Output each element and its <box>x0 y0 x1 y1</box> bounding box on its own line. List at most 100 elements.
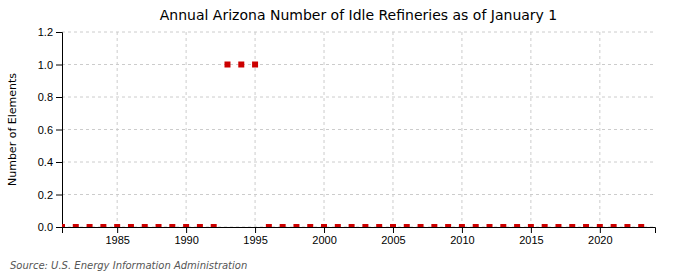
point <box>500 224 506 227</box>
point <box>224 62 230 68</box>
point <box>418 224 424 227</box>
tick-label: 2005 <box>381 234 405 246</box>
point <box>528 224 534 227</box>
point <box>169 224 175 227</box>
point <box>321 224 327 227</box>
point <box>211 224 217 227</box>
grid-line <box>255 32 256 227</box>
tick-label: 1985 <box>105 234 129 246</box>
grid-line <box>117 32 118 227</box>
point <box>611 224 617 227</box>
tick-label: 0.6 <box>38 124 53 136</box>
tick: 0.4 <box>38 156 62 168</box>
grid <box>62 32 655 227</box>
tick-label: 2020 <box>588 234 612 246</box>
tick-mark <box>56 97 62 98</box>
tick-mark <box>186 227 187 233</box>
point <box>142 224 148 227</box>
grid-line <box>392 32 393 227</box>
tick-label: 0.2 <box>38 189 53 201</box>
tick-mark <box>600 227 601 233</box>
marks <box>62 62 644 228</box>
point <box>183 224 189 227</box>
point <box>555 224 561 227</box>
point <box>362 224 368 227</box>
point <box>597 224 603 227</box>
annotation: Source: U.S. Energy Information Administ… <box>10 260 247 271</box>
point <box>128 224 134 227</box>
point <box>293 224 299 227</box>
tick: 0.2 <box>38 189 62 201</box>
grid-line <box>530 32 531 227</box>
grid-line <box>62 194 655 195</box>
point <box>514 224 520 227</box>
plot: 198519901995200020052010201520200.00.20.… <box>38 26 656 246</box>
tick-label: 2010 <box>450 234 474 246</box>
tick: 0.6 <box>38 124 62 136</box>
tick-label: 1995 <box>243 234 267 246</box>
point <box>100 224 106 227</box>
tick: 2020 <box>588 227 612 246</box>
point <box>431 224 437 227</box>
axis-line <box>63 228 656 234</box>
tick-label: 1990 <box>174 234 198 246</box>
chart: 198519901995200020052010201520200.00.20.… <box>0 0 675 275</box>
point <box>238 62 244 68</box>
point <box>252 62 258 68</box>
point <box>280 224 286 227</box>
tick: 1990 <box>174 227 198 246</box>
point <box>404 224 410 227</box>
tick-mark <box>56 32 62 33</box>
axis-line <box>56 33 63 228</box>
grid-line <box>461 32 462 227</box>
grid-line <box>599 32 600 227</box>
grid-line <box>62 162 655 163</box>
tick-label: 0.0 <box>38 221 53 233</box>
grid-line <box>62 97 655 98</box>
point <box>473 224 479 227</box>
tick-label: 0.8 <box>38 91 53 103</box>
tick: 0.0 <box>38 221 62 233</box>
point <box>459 224 465 227</box>
tick: 2015 <box>519 227 543 246</box>
point <box>307 224 313 227</box>
point <box>156 224 162 227</box>
tick: 2005 <box>381 227 405 246</box>
tick-mark <box>255 227 256 233</box>
tick-mark <box>56 227 62 228</box>
tick-mark <box>531 227 532 233</box>
tick-mark <box>56 65 62 66</box>
tick-label: 2015 <box>519 234 543 246</box>
tick: 1995 <box>243 227 267 246</box>
grid-line <box>324 32 325 227</box>
point <box>73 224 79 227</box>
grid-line <box>62 64 655 65</box>
point <box>569 224 575 227</box>
point <box>266 224 272 227</box>
point <box>638 224 644 227</box>
tick: 2010 <box>450 227 474 246</box>
point <box>197 224 203 227</box>
tick-label: 2000 <box>312 234 336 246</box>
point <box>624 224 630 227</box>
grid-line <box>62 32 655 33</box>
tick-mark <box>462 227 463 233</box>
y-axis: 0.0 0.2 0.4 0.6 0.8 1.0 1.2 <box>38 26 63 233</box>
tick-mark <box>117 227 118 233</box>
tick-label: 1.2 <box>38 26 53 38</box>
tick-label: 0.4 <box>38 156 53 168</box>
tick-label: 1.0 <box>38 59 53 71</box>
point <box>542 224 548 227</box>
title: Annual Arizona Number of Idle Refineries… <box>160 7 557 23</box>
tick: 2000 <box>312 227 336 246</box>
grid-line <box>186 32 187 227</box>
x-axis: 1985 1990 1995 2000 2005 2010 2015 2020 <box>63 227 656 246</box>
tick: 1.0 <box>38 59 62 71</box>
point <box>114 224 120 227</box>
tick-mark <box>324 227 325 233</box>
point <box>376 224 382 227</box>
y-axis-title: Number of Elements <box>6 73 19 186</box>
grid-line <box>62 129 655 130</box>
point <box>445 224 451 227</box>
tick-mark <box>56 195 62 196</box>
